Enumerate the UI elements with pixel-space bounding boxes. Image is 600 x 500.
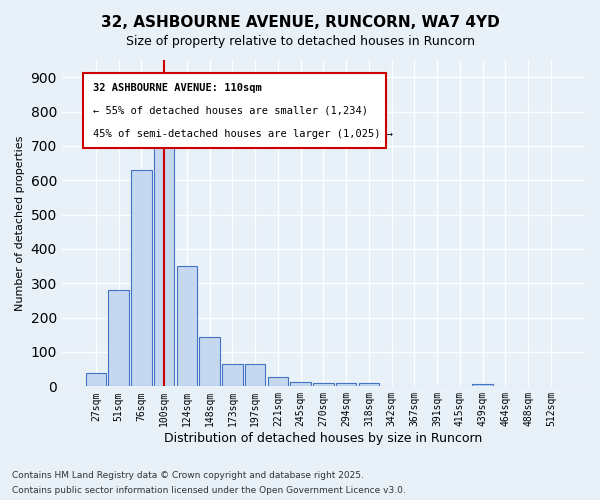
Text: Size of property relative to detached houses in Runcorn: Size of property relative to detached ho… xyxy=(125,35,475,48)
Bar xyxy=(86,372,106,386)
Text: Contains HM Land Registry data © Crown copyright and database right 2025.: Contains HM Land Registry data © Crown c… xyxy=(12,471,364,480)
X-axis label: Distribution of detached houses by size in Runcorn: Distribution of detached houses by size … xyxy=(164,432,482,445)
Bar xyxy=(313,383,334,386)
Bar xyxy=(154,146,175,386)
Bar xyxy=(131,170,152,386)
Bar xyxy=(268,376,288,386)
Bar xyxy=(472,384,493,386)
Y-axis label: Number of detached properties: Number of detached properties xyxy=(15,136,25,311)
Bar xyxy=(199,336,220,386)
Bar xyxy=(222,364,242,386)
Text: 32, ASHBOURNE AVENUE, RUNCORN, WA7 4YD: 32, ASHBOURNE AVENUE, RUNCORN, WA7 4YD xyxy=(101,15,499,30)
FancyBboxPatch shape xyxy=(83,73,386,148)
Text: ← 55% of detached houses are smaller (1,234): ← 55% of detached houses are smaller (1,… xyxy=(93,106,368,116)
Bar xyxy=(245,364,265,386)
Bar xyxy=(359,383,379,386)
Bar xyxy=(290,382,311,386)
Bar xyxy=(336,383,356,386)
Text: Contains public sector information licensed under the Open Government Licence v3: Contains public sector information licen… xyxy=(12,486,406,495)
Bar xyxy=(109,290,129,386)
Text: 32 ASHBOURNE AVENUE: 110sqm: 32 ASHBOURNE AVENUE: 110sqm xyxy=(93,83,262,93)
Bar xyxy=(176,266,197,386)
Text: 45% of semi-detached houses are larger (1,025) →: 45% of semi-detached houses are larger (… xyxy=(93,128,393,138)
